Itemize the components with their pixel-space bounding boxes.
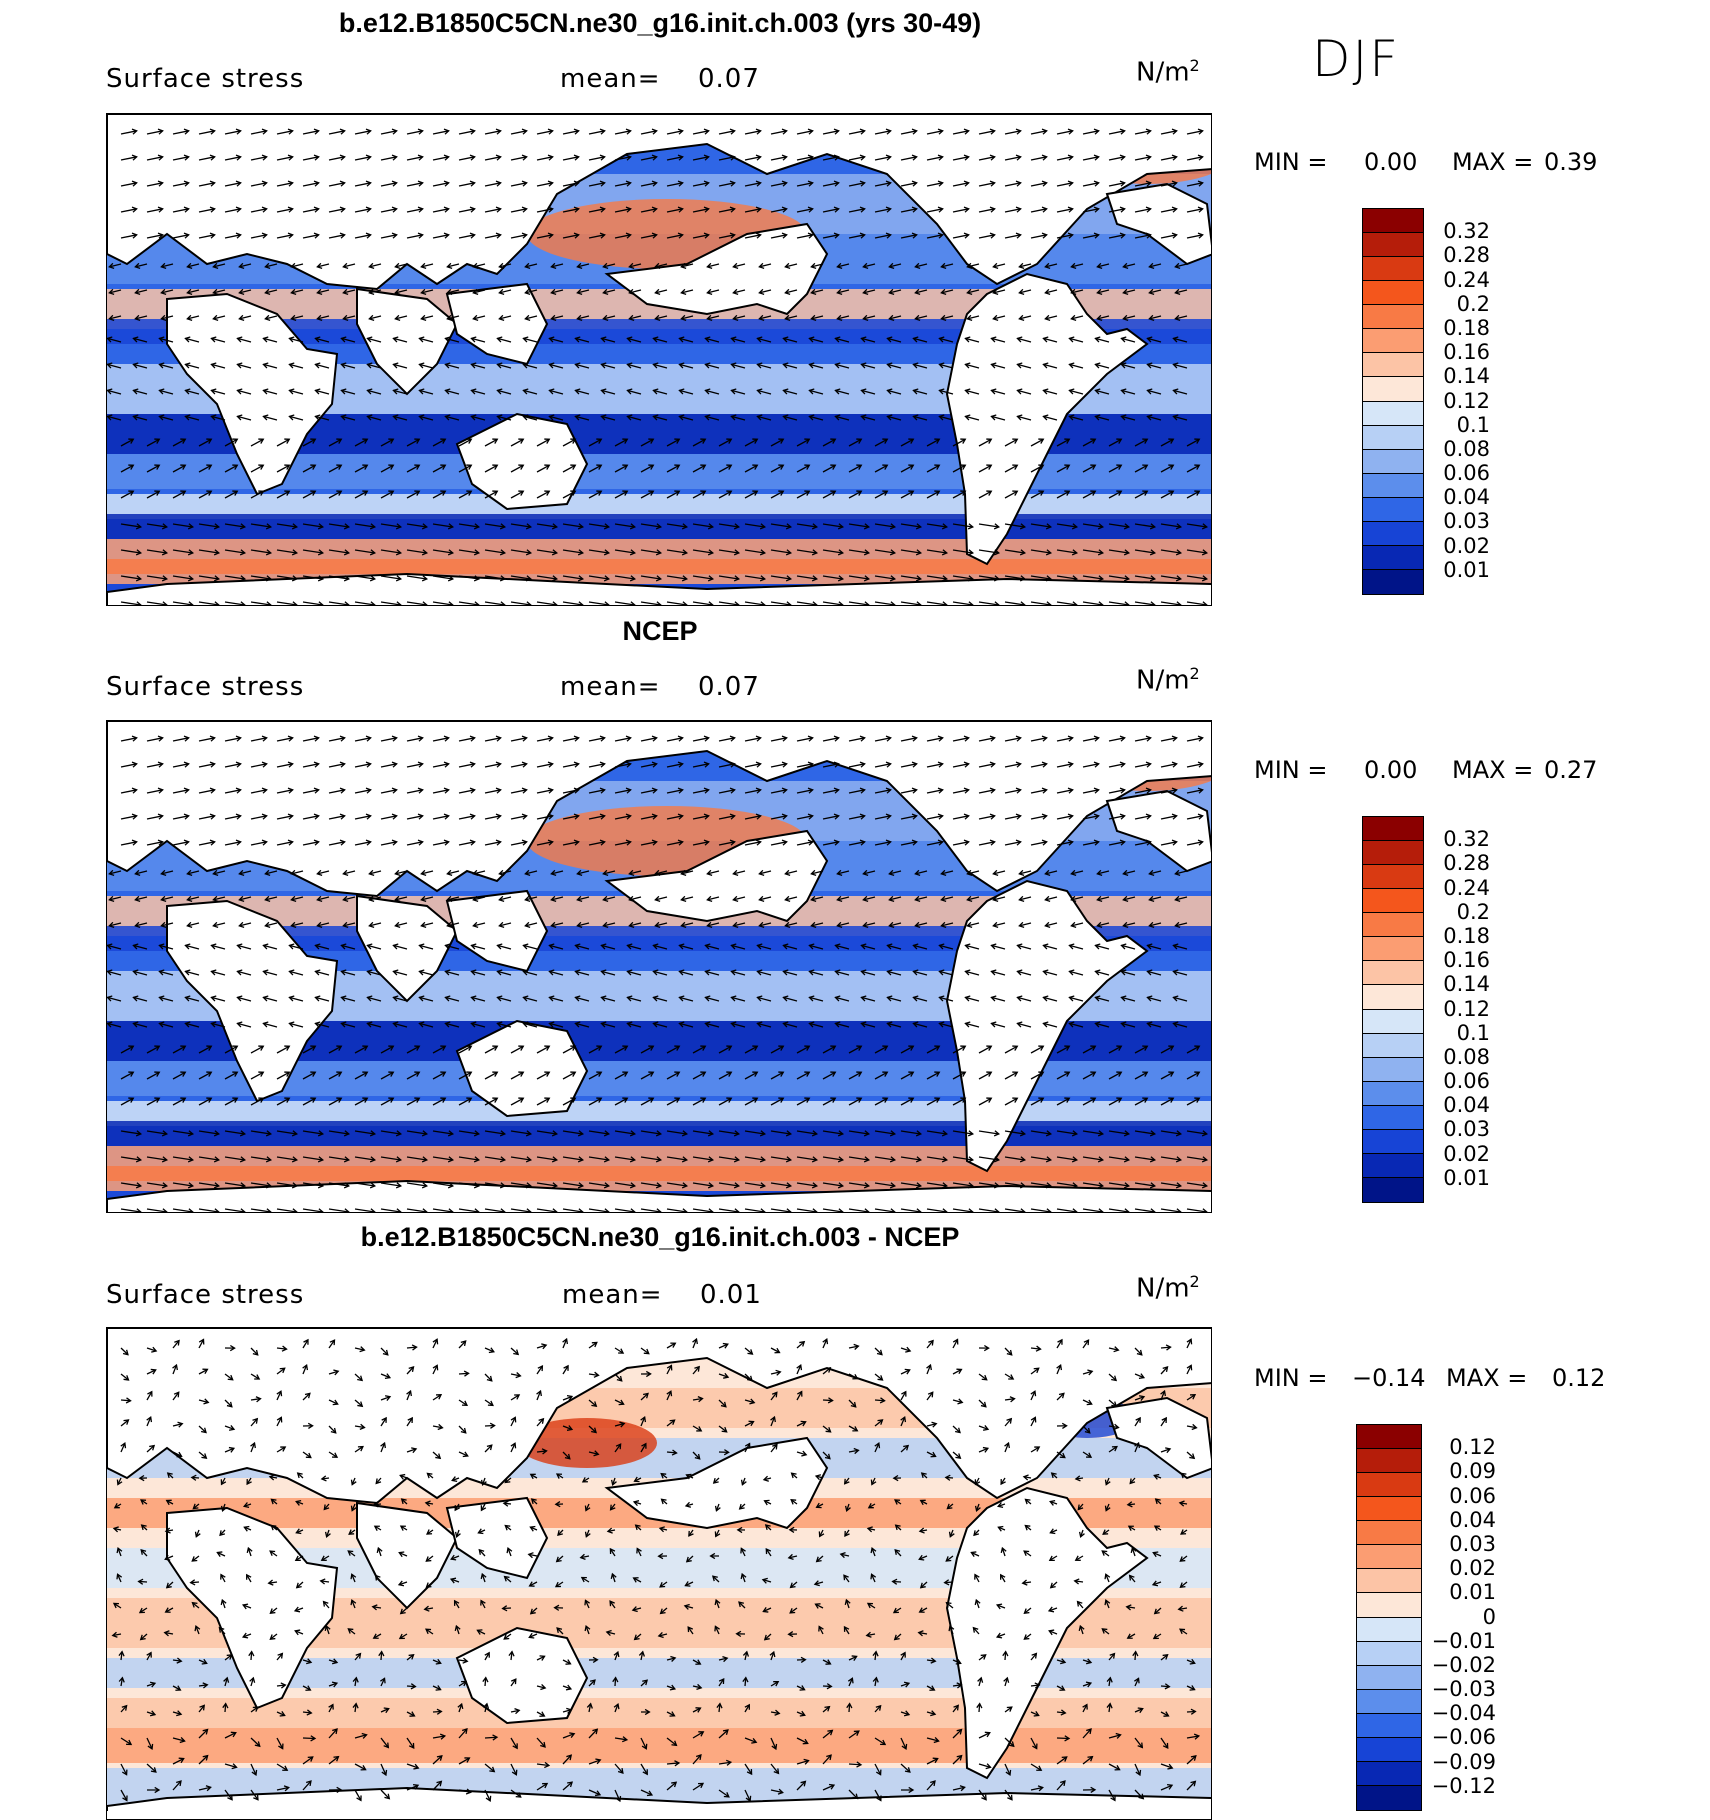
panel-2-variable: Surface stress (106, 672, 304, 702)
colorbar-tick-label: 0.32 (1404, 827, 1490, 851)
colorbar-tick-label: 0.28 (1404, 243, 1490, 267)
colorbar-tick-label: 0.16 (1404, 340, 1490, 364)
colorbar-tick-label: 0.01 (1404, 558, 1490, 582)
colorbar-tick-label: 0.18 (1404, 316, 1490, 340)
colorbar-tick-label: 0.1 (1404, 413, 1490, 437)
panel-2-min-label: MIN = (1254, 756, 1327, 784)
colorbar-tick-label: −0.06 (1410, 1725, 1496, 1749)
colorbar-tick-label: 0.02 (1404, 534, 1490, 558)
panel-1-max-label: MAX = (1452, 148, 1533, 176)
panel-1-variable: Surface stress (106, 64, 304, 94)
panel-1-min-label: MIN = (1254, 148, 1327, 176)
colorbar-tick-label: 0.04 (1404, 1093, 1490, 1117)
colorbar-tick-label: 0.03 (1404, 509, 1490, 533)
colorbar-tick-label: 0.09 (1410, 1459, 1496, 1483)
colorbar-tick-label: 0.01 (1410, 1580, 1496, 1604)
panel-2-mean-label: mean= (560, 672, 661, 702)
panel-2-min-value: 0.00 (1364, 756, 1417, 784)
colorbar-tick-label: 0.04 (1410, 1508, 1496, 1532)
panel-2-mean-value: 0.07 (698, 672, 760, 702)
season-label: DJF (1312, 30, 1400, 88)
colorbar-tick-label: 0.08 (1404, 1045, 1490, 1069)
colorbar-tick-label: 0.03 (1410, 1532, 1496, 1556)
colorbar-tick-label: 0.03 (1404, 1117, 1490, 1141)
colorbar-tick-label: −0.01 (1410, 1629, 1496, 1653)
colorbar-tick-label: 0.2 (1404, 292, 1490, 316)
colorbar-tick-label: 0.08 (1404, 437, 1490, 461)
colorbar-tick-label: −0.09 (1410, 1750, 1496, 1774)
panel-1-mean-value: 0.07 (698, 64, 760, 94)
panel-1-max-value: 0.39 (1544, 148, 1597, 176)
panel-2-max-label: MAX = (1452, 756, 1533, 784)
panel-1-min-value: 0.00 (1364, 148, 1417, 176)
colorbar-tick-label: 0.06 (1404, 461, 1490, 485)
panel-2-units: N/m2 (1136, 664, 1200, 696)
panel-3-max-label: MAX = (1446, 1364, 1527, 1392)
colorbar-tick-label: 0.02 (1410, 1556, 1496, 1580)
colorbar-tick-label: 0 (1410, 1605, 1496, 1629)
colorbar-tick-label: 0.2 (1404, 900, 1490, 924)
colorbar-tick-label: 0.24 (1404, 268, 1490, 292)
panel-3-mean-value: 0.01 (700, 1280, 762, 1310)
panel-2-map (106, 720, 1212, 1213)
panel-2-title: NCEP (108, 616, 1212, 647)
colorbar-tick-label: 0.24 (1404, 876, 1490, 900)
panel-1-mean-label: mean= (560, 64, 661, 94)
panel-3-max-value: 0.12 (1552, 1364, 1605, 1392)
panel-3-title: b.e12.B1850C5CN.ne30_g16.init.ch.003 - N… (108, 1222, 1212, 1253)
colorbar-tick-label: 0.18 (1404, 924, 1490, 948)
panel-1-units: N/m2 (1136, 56, 1200, 88)
colorbar-tick-label: −0.03 (1410, 1677, 1496, 1701)
colorbar-tick-label: −0.02 (1410, 1653, 1496, 1677)
panel-3-variable: Surface stress (106, 1280, 304, 1310)
colorbar-tick-label: 0.1 (1404, 1021, 1490, 1045)
colorbar-tick-label: 0.02 (1404, 1142, 1490, 1166)
panel-3-units: N/m2 (1136, 1272, 1200, 1304)
panel-2-max-value: 0.27 (1544, 756, 1597, 784)
colorbar-tick-label: −0.12 (1410, 1774, 1496, 1798)
panel-3-mean-label: mean= (562, 1280, 663, 1310)
colorbar-tick-label: 0.16 (1404, 948, 1490, 972)
colorbar-tick-label: 0.28 (1404, 851, 1490, 875)
panel-1-title: b.e12.B1850C5CN.ne30_g16.init.ch.003 (yr… (108, 8, 1212, 39)
colorbar-tick-label: 0.32 (1404, 219, 1490, 243)
colorbar-tick-label: 0.06 (1410, 1484, 1496, 1508)
colorbar-tick-label: 0.12 (1404, 997, 1490, 1021)
colorbar-tick-label: −0.04 (1410, 1701, 1496, 1725)
panel-3-min-label: MIN = (1254, 1364, 1327, 1392)
colorbar-tick-label: 0.01 (1404, 1166, 1490, 1190)
colorbar-tick-label: 0.14 (1404, 364, 1490, 388)
colorbar-tick-label: 0.04 (1404, 485, 1490, 509)
panel-3-min-value: −0.14 (1352, 1364, 1426, 1392)
colorbar-tick-label: 0.06 (1404, 1069, 1490, 1093)
panel-3-map (106, 1327, 1212, 1820)
colorbar-tick-label: 0.12 (1410, 1435, 1496, 1459)
colorbar-tick-label: 0.14 (1404, 972, 1490, 996)
colorbar-tick-label: 0.12 (1404, 389, 1490, 413)
panel-1-map (106, 113, 1212, 606)
